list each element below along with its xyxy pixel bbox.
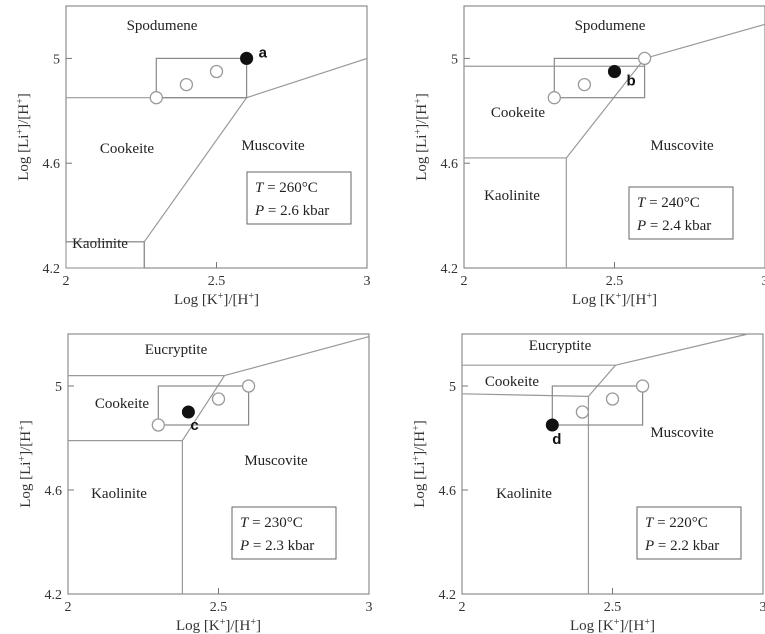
open-data-point <box>179 77 194 92</box>
conditions-box <box>636 506 742 560</box>
region-label-cookeite: Cookeite <box>485 374 539 390</box>
y-tick-label: 4.2 <box>43 262 61 277</box>
x-tick-label: 2 <box>63 274 70 289</box>
y-axis-label: Log [Li+]/[H+] <box>413 93 431 181</box>
open-data-point <box>209 64 224 79</box>
panel-b: 2 2.5 3 4.2 4.6 5 Log [K+]/[H+] Log [Li+]/[H+] S… <box>413 5 765 309</box>
conditions-box <box>246 171 352 225</box>
point-label: d <box>552 431 561 448</box>
y-axis-label: Log [Li+]/[H+] <box>17 420 35 508</box>
x-tick-label: 2 <box>65 600 72 615</box>
region-label-muscovite: Muscovite <box>650 425 714 441</box>
phase-boundary-line <box>461 393 589 397</box>
y-tick-label: 4.6 <box>45 484 63 499</box>
region-label-eucryptite: Eucryptite <box>529 338 592 354</box>
y-tick-label: 4.6 <box>441 157 459 172</box>
region-label-kaolinite: Kaolinite <box>72 236 128 252</box>
temperature-label: T = 240°C <box>637 195 700 211</box>
y-tick-label: 4.2 <box>441 262 459 277</box>
phase-boundary-line <box>224 336 370 377</box>
conditions-box <box>628 186 734 240</box>
y-tick-label: 5 <box>55 380 62 395</box>
pressure-label: P = 2.2 kbar <box>644 538 719 554</box>
phase-boundary-line <box>615 333 749 366</box>
y-axis-label: Log [Li+]/[H+] <box>15 93 33 181</box>
x-tick-label: 2.5 <box>210 600 228 615</box>
y-tick-label: 4.2 <box>439 588 457 603</box>
x-axis-label: Log [K+]/[H+] <box>572 291 657 309</box>
filled-data-point <box>608 65 621 78</box>
temperature-label: T = 230°C <box>240 515 303 531</box>
y-tick-label: 5 <box>53 52 60 67</box>
open-data-point <box>211 392 226 406</box>
data-range-box <box>157 385 250 426</box>
point-label: c <box>190 417 198 434</box>
temperature-label: T = 220°C <box>645 515 708 531</box>
region-label-eucryptite: Eucryptite <box>145 342 208 358</box>
region-label-cookeite: Cookeite <box>95 396 149 412</box>
temperature-label: T = 260°C <box>255 180 318 196</box>
x-tick-label: 3 <box>366 600 373 615</box>
open-data-point <box>547 91 561 105</box>
data-range-box <box>553 57 646 99</box>
x-tick-label: 2.5 <box>208 274 226 289</box>
x-axis-label: Log [K+]/[H+] <box>174 291 259 309</box>
x-tick-label: 2 <box>459 600 466 615</box>
open-data-point <box>149 91 163 105</box>
filled-data-point <box>240 51 254 65</box>
panel-a: 2 2.5 3 4.2 4.6 5 Log [K+]/[H+] Log [Li+]/[H+] S… <box>15 5 371 309</box>
open-data-point <box>151 418 165 432</box>
phase-boundary-line <box>644 23 765 59</box>
open-data-point <box>241 379 256 393</box>
x-tick-label: 3 <box>762 274 765 289</box>
region-label-cookeite: Cookeite <box>491 105 545 121</box>
region-label-kaolinite: Kaolinite <box>496 486 552 502</box>
open-data-point <box>635 379 650 393</box>
region-label-muscovite: Muscovite <box>650 138 714 154</box>
panel-c: 2 2.5 3 4.2 4.6 5 Log [K+]/[H+] Log [Li+]/[H+] E… <box>17 333 373 634</box>
pressure-label: P = 2.4 kbar <box>636 218 711 234</box>
y-axis-label: Log [Li+]/[H+] <box>411 420 429 508</box>
region-label-kaolinite: Kaolinite <box>484 188 540 204</box>
data-range-box <box>155 57 248 99</box>
open-data-point <box>575 405 590 419</box>
region-label-kaolinite: Kaolinite <box>91 486 147 502</box>
conditions-box <box>231 506 337 560</box>
filled-data-point <box>545 418 559 432</box>
point-label: a <box>259 44 268 61</box>
region-label-cookeite: Cookeite <box>100 141 154 157</box>
x-tick-label: 2.5 <box>606 274 624 289</box>
open-data-point <box>637 51 652 66</box>
phase-boundary-line <box>246 57 368 99</box>
y-tick-label: 5 <box>449 380 456 395</box>
x-tick-label: 2.5 <box>604 600 622 615</box>
pressure-label: P = 2.6 kbar <box>254 203 329 219</box>
region-label-spodumene: Spodumene <box>575 18 646 34</box>
point-label: b <box>627 73 636 90</box>
data-range-box <box>551 385 644 426</box>
region-label-muscovite: Muscovite <box>244 453 308 469</box>
phase-boundary-line <box>565 58 646 159</box>
pressure-label: P = 2.3 kbar <box>239 538 314 554</box>
region-label-spodumene: Spodumene <box>127 18 198 34</box>
phase-boundary-line <box>143 97 248 243</box>
filled-data-point <box>181 405 195 419</box>
y-tick-label: 4.6 <box>439 484 457 499</box>
phase-boundary-line <box>587 364 616 397</box>
region-label-muscovite: Muscovite <box>241 138 305 154</box>
x-tick-label: 3 <box>364 274 371 289</box>
kaolinite-box <box>65 241 145 269</box>
open-data-point <box>605 392 620 406</box>
y-tick-label: 4.6 <box>43 157 61 172</box>
x-axis-label: Log [K+]/[H+] <box>570 617 655 634</box>
x-axis-label: Log [K+]/[H+] <box>176 617 261 634</box>
y-tick-label: 5 <box>451 52 458 67</box>
x-tick-label: 3 <box>760 600 765 615</box>
plot-frame <box>65 5 368 269</box>
panel-d: 2 2.5 3 4.2 4.6 5 Log [K+]/[H+] Log [Li+]/[H+] E… <box>411 333 765 634</box>
x-tick-label: 2 <box>461 274 468 289</box>
open-data-point <box>577 77 592 92</box>
y-tick-label: 4.2 <box>45 588 63 603</box>
